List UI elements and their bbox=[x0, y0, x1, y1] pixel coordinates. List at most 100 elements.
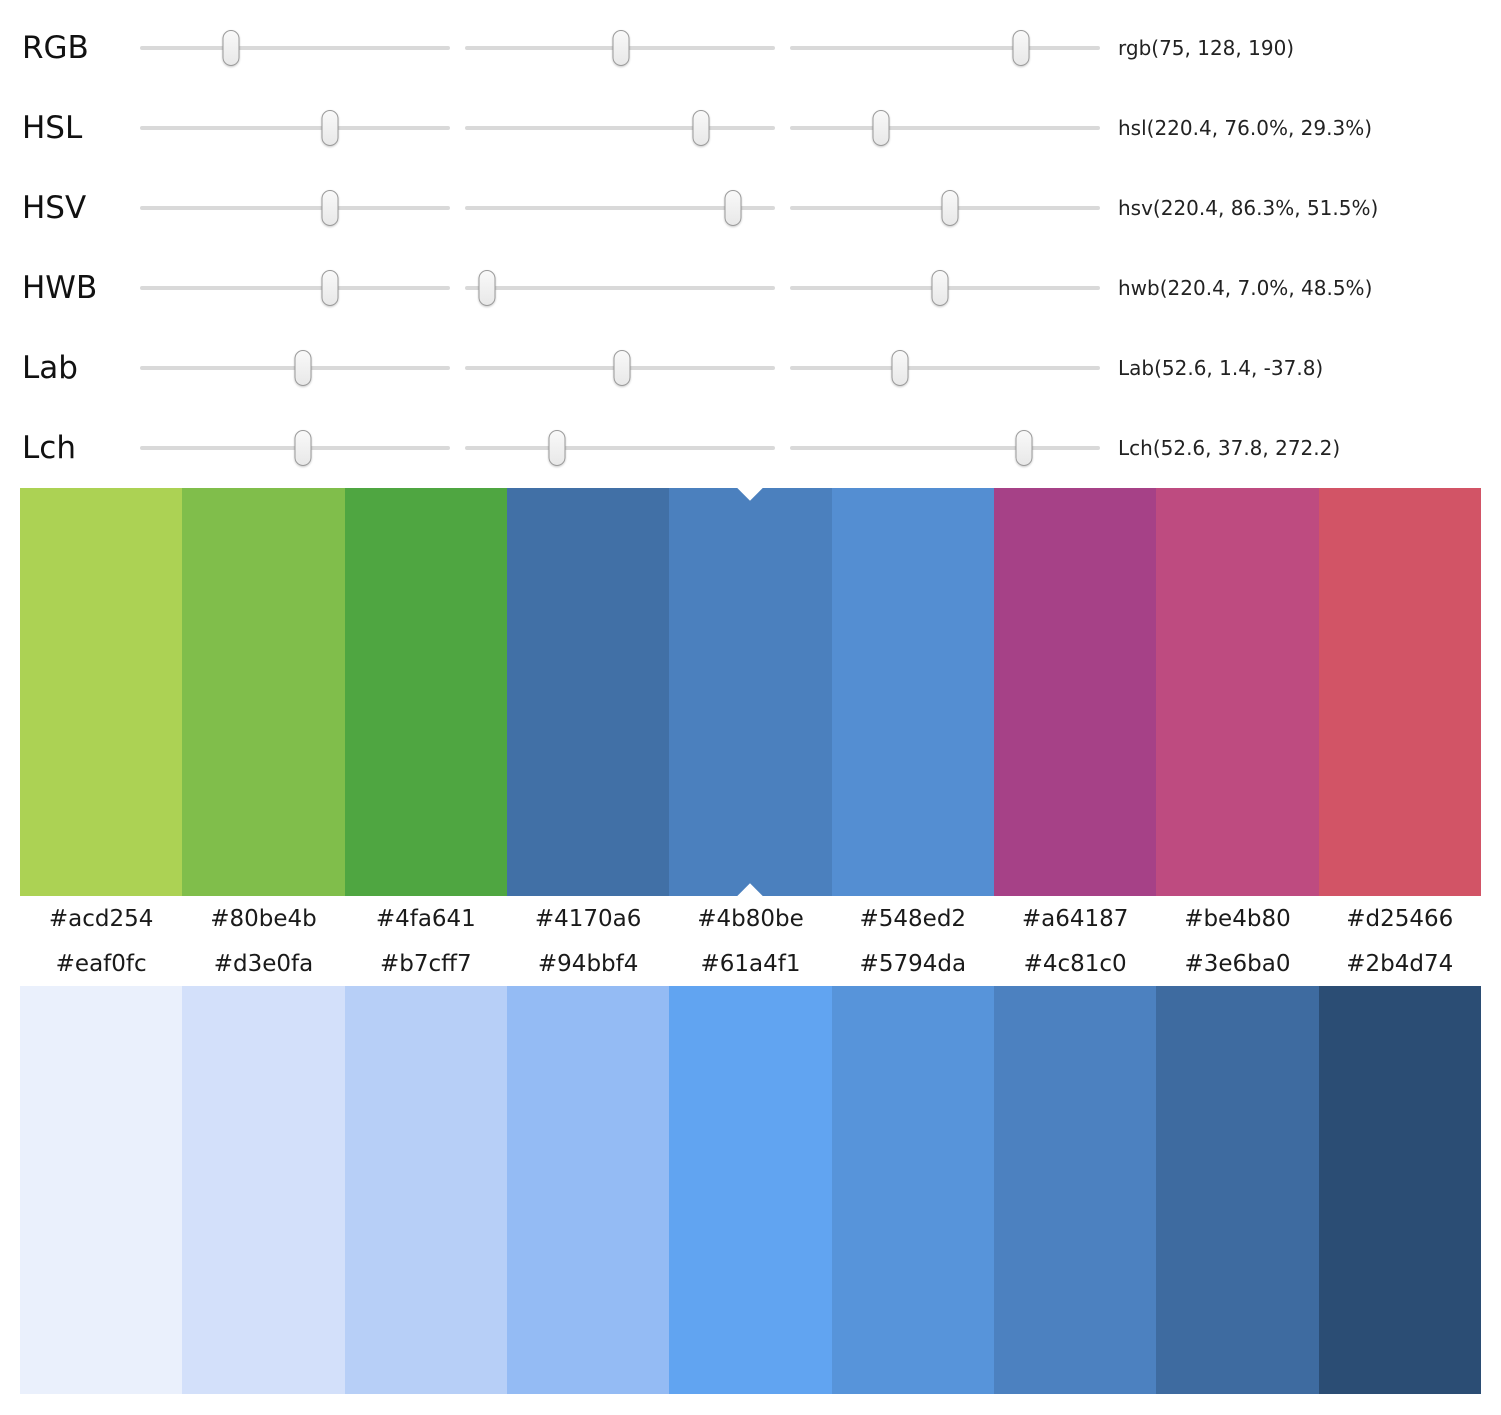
slider-track[interactable] bbox=[140, 348, 450, 388]
slider-track[interactable] bbox=[140, 188, 450, 228]
slider-value-text: rgb(75, 128, 190) bbox=[1118, 36, 1295, 60]
slider-track[interactable] bbox=[465, 268, 775, 308]
slider-row-lab: Lab Lab(52.6, 1.4, -37.8) bbox=[0, 328, 1501, 408]
hue-swatch[interactable] bbox=[182, 488, 345, 896]
slider-thumb[interactable] bbox=[222, 30, 240, 66]
slider-track-line bbox=[465, 286, 775, 290]
slider-thumb[interactable] bbox=[478, 270, 496, 306]
slider-track[interactable] bbox=[790, 428, 1100, 468]
hue-swatch[interactable] bbox=[1156, 488, 1319, 896]
slider-track-line bbox=[140, 286, 450, 290]
tint-swatch[interactable] bbox=[993, 986, 1157, 1394]
slider-thumb[interactable] bbox=[321, 270, 339, 306]
tint-swatch[interactable] bbox=[182, 986, 345, 1394]
slider-row-label: HSV bbox=[22, 190, 87, 226]
slider-row-label: HWB bbox=[22, 270, 98, 306]
slider-track[interactable] bbox=[465, 428, 775, 468]
slider-row-hwb: HWB hwb(220.4, 7.0%, 48.5%) bbox=[0, 248, 1501, 328]
slider-track[interactable] bbox=[790, 188, 1100, 228]
slider-track[interactable] bbox=[790, 268, 1100, 308]
tint-scale-hex-labels: #eaf0fc #d3e0fa #b7cff7 #94bbf4 #61a4f1 #5794… bbox=[20, 941, 1481, 986]
slider-row-label: HSL bbox=[22, 110, 83, 146]
slider-value-text: hwb(220.4, 7.0%, 48.5%) bbox=[1118, 276, 1373, 300]
slider-track-line bbox=[140, 46, 450, 50]
slider-row-label: Lch bbox=[22, 430, 76, 466]
slider-thumb[interactable] bbox=[612, 30, 630, 66]
slider-thumb[interactable] bbox=[891, 350, 909, 386]
slider-value-text: hsv(220.4, 86.3%, 51.5%) bbox=[1118, 196, 1379, 220]
slider-row-lch: Lch Lch(52.6, 37.8, 272.2) bbox=[0, 408, 1501, 488]
slider-thumb[interactable] bbox=[321, 190, 339, 226]
slider-track-group bbox=[140, 348, 1100, 388]
slider-thumb[interactable] bbox=[724, 190, 742, 226]
slider-row-label: Lab bbox=[22, 350, 78, 386]
slider-track[interactable] bbox=[140, 428, 450, 468]
hue-hex-label: #be4b80 bbox=[1184, 905, 1291, 932]
slider-thumb[interactable] bbox=[1015, 430, 1033, 466]
tint-hex-label: #b7cff7 bbox=[380, 950, 472, 977]
slider-track-group bbox=[140, 268, 1100, 308]
tint-hex-label: #eaf0fc bbox=[55, 950, 147, 977]
hue-hex-label: #a64187 bbox=[1021, 905, 1129, 932]
slider-thumb[interactable] bbox=[294, 430, 312, 466]
hue-hex-label: #80be4b bbox=[210, 905, 317, 932]
hue-variations-palette bbox=[20, 488, 1481, 896]
hue-swatch[interactable] bbox=[344, 488, 507, 896]
slider-thumb[interactable] bbox=[872, 110, 890, 146]
slider-track[interactable] bbox=[465, 28, 775, 68]
slider-track-line bbox=[465, 126, 775, 130]
hue-swatch[interactable] bbox=[993, 488, 1157, 896]
hue-swatch-selected[interactable] bbox=[669, 488, 832, 896]
slider-track[interactable] bbox=[790, 348, 1100, 388]
slider-track[interactable] bbox=[140, 268, 450, 308]
slider-track[interactable] bbox=[140, 28, 450, 68]
tint-hex-label: #d3e0fa bbox=[213, 950, 314, 977]
tint-hex-label: #61a4f1 bbox=[700, 950, 801, 977]
slider-track-line bbox=[140, 206, 450, 210]
tint-swatch[interactable] bbox=[506, 986, 670, 1394]
hue-swatch[interactable] bbox=[1318, 488, 1481, 896]
slider-track-line bbox=[790, 126, 1100, 130]
hue-hex-label: #4fa641 bbox=[375, 905, 476, 932]
tint-hex-label: #3e6ba0 bbox=[1184, 950, 1291, 977]
slider-row-hsl: HSL hsl(220.4, 76.0%, 29.3%) bbox=[0, 88, 1501, 168]
slider-track[interactable] bbox=[465, 348, 775, 388]
slider-thumb[interactable] bbox=[548, 430, 566, 466]
slider-thumb[interactable] bbox=[613, 350, 631, 386]
color-slider-panel: RGB rgb(75, 128, 190) HSL hsl(220.4, 76.0%,… bbox=[0, 0, 1501, 488]
slider-track-line bbox=[790, 46, 1100, 50]
hue-swatch[interactable] bbox=[831, 488, 994, 896]
tint-hex-label: #94bbf4 bbox=[537, 950, 639, 977]
slider-track[interactable] bbox=[790, 28, 1100, 68]
slider-thumb[interactable] bbox=[941, 190, 959, 226]
slider-track-group bbox=[140, 428, 1100, 468]
slider-thumb[interactable] bbox=[294, 350, 312, 386]
tint-swatch[interactable] bbox=[20, 986, 183, 1394]
slider-track[interactable] bbox=[465, 108, 775, 148]
selected-swatch-notch-top bbox=[737, 488, 764, 501]
slider-row-rgb: RGB rgb(75, 128, 190) bbox=[0, 8, 1501, 88]
slider-row-label: RGB bbox=[22, 30, 89, 66]
slider-track[interactable] bbox=[790, 108, 1100, 148]
slider-track-line bbox=[140, 126, 450, 130]
slider-thumb[interactable] bbox=[1012, 30, 1030, 66]
selected-swatch-notch-bottom bbox=[737, 883, 764, 896]
tint-swatch[interactable] bbox=[344, 986, 507, 1394]
slider-track-group bbox=[140, 108, 1100, 148]
hue-variations-hex-labels: #acd254 #80be4b #4fa641 #4170a6 #4b80be #548e… bbox=[20, 896, 1481, 941]
tint-hex-label: #2b4d74 bbox=[1346, 950, 1454, 977]
slider-track[interactable] bbox=[465, 188, 775, 228]
tint-scale-palette bbox=[20, 986, 1481, 1394]
slider-track-line bbox=[790, 366, 1100, 370]
tint-swatch[interactable] bbox=[1156, 986, 1319, 1394]
tint-swatch[interactable] bbox=[669, 986, 832, 1394]
slider-thumb[interactable] bbox=[931, 270, 949, 306]
slider-thumb[interactable] bbox=[692, 110, 710, 146]
hue-swatch[interactable] bbox=[20, 488, 183, 896]
tint-swatch[interactable] bbox=[831, 986, 994, 1394]
tint-swatch[interactable] bbox=[1318, 986, 1481, 1394]
tint-hex-label: #4c81c0 bbox=[1023, 950, 1127, 977]
slider-track[interactable] bbox=[140, 108, 450, 148]
hue-swatch[interactable] bbox=[506, 488, 670, 896]
slider-thumb[interactable] bbox=[321, 110, 339, 146]
